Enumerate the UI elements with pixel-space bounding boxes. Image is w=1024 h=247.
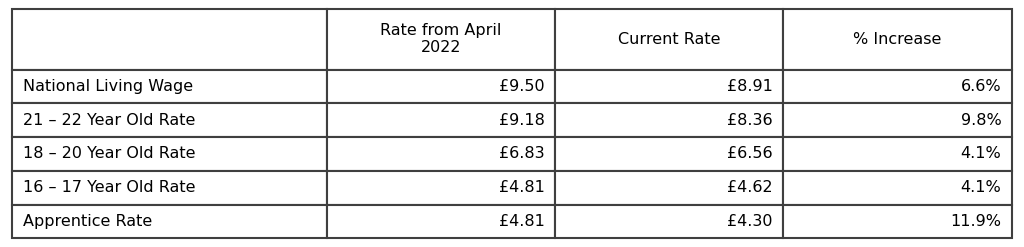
Bar [12, 69, 327, 103]
Bar [555, 205, 782, 238]
Text: 6.6%: 6.6% [961, 79, 1001, 94]
Bar [12, 171, 327, 205]
Bar [782, 171, 1012, 205]
Text: Rate from April
2022: Rate from April 2022 [380, 23, 502, 55]
Bar [782, 205, 1012, 238]
Bar [12, 9, 327, 69]
Text: £4.62: £4.62 [727, 180, 772, 195]
Text: National Living Wage: National Living Wage [23, 79, 193, 94]
Text: £9.50: £9.50 [499, 79, 545, 94]
Bar [555, 9, 782, 69]
Text: £8.91: £8.91 [727, 79, 772, 94]
Bar [12, 137, 327, 171]
Text: £4.81: £4.81 [499, 214, 545, 229]
Text: % Increase: % Increase [853, 32, 941, 47]
Bar [555, 137, 782, 171]
Bar [327, 137, 555, 171]
Bar [327, 69, 555, 103]
Text: £8.36: £8.36 [727, 113, 772, 128]
Text: 4.1%: 4.1% [961, 180, 1001, 195]
Bar [12, 103, 327, 137]
Bar [555, 103, 782, 137]
Text: 11.9%: 11.9% [950, 214, 1001, 229]
Text: Current Rate: Current Rate [617, 32, 720, 47]
Bar [555, 69, 782, 103]
Text: £9.18: £9.18 [499, 113, 545, 128]
Text: £6.83: £6.83 [499, 146, 545, 162]
Bar [327, 205, 555, 238]
Bar [782, 137, 1012, 171]
Bar [782, 69, 1012, 103]
Bar [782, 9, 1012, 69]
Text: Apprentice Rate: Apprentice Rate [23, 214, 152, 229]
Text: 18 – 20 Year Old Rate: 18 – 20 Year Old Rate [23, 146, 195, 162]
Bar [12, 205, 327, 238]
Text: 16 – 17 Year Old Rate: 16 – 17 Year Old Rate [23, 180, 195, 195]
Text: 9.8%: 9.8% [961, 113, 1001, 128]
Text: 21 – 22 Year Old Rate: 21 – 22 Year Old Rate [23, 113, 195, 128]
Text: £4.30: £4.30 [727, 214, 772, 229]
Text: £6.56: £6.56 [727, 146, 772, 162]
Text: £4.81: £4.81 [499, 180, 545, 195]
Bar [327, 9, 555, 69]
Bar [782, 103, 1012, 137]
Bar [555, 171, 782, 205]
Bar [327, 171, 555, 205]
Text: 4.1%: 4.1% [961, 146, 1001, 162]
Bar [327, 103, 555, 137]
